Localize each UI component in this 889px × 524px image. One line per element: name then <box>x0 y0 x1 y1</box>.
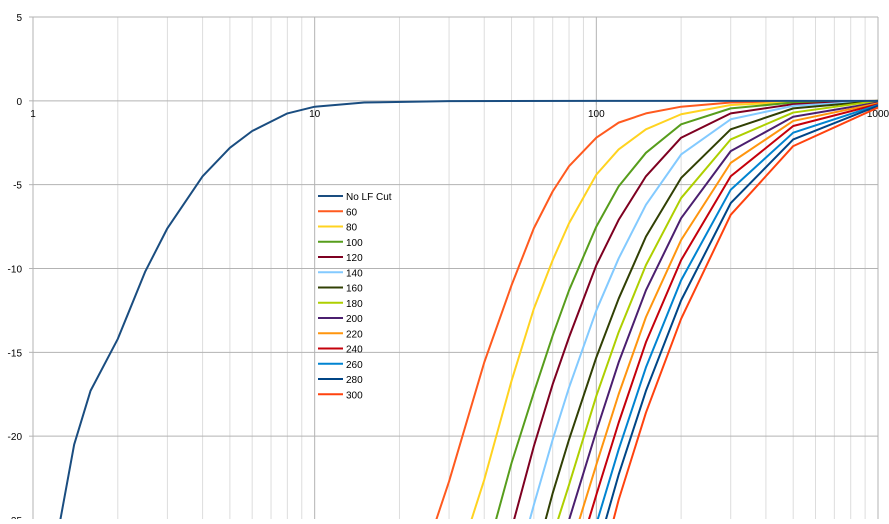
series-line-260 <box>596 104 878 520</box>
legend-label: 200 <box>346 314 363 325</box>
y-tick-label: 0 <box>16 97 22 108</box>
legend-label: 240 <box>346 345 363 356</box>
legend-label: 60 <box>346 207 358 218</box>
legend-label: 120 <box>346 253 363 264</box>
y-tick-label: -5 <box>13 181 22 192</box>
legend-label: 180 <box>346 299 363 310</box>
legend-entry: 240 <box>318 345 363 356</box>
series-line-160 <box>544 99 878 520</box>
legend-entry: 160 <box>318 284 363 295</box>
series-line-80 <box>470 99 878 520</box>
legend-entry: 140 <box>318 268 363 279</box>
legend-entry: 120 <box>318 253 363 264</box>
legend-label: 260 <box>346 360 363 371</box>
x-tick-label: 1 <box>30 109 36 120</box>
series-line-no-lf-cut <box>59 99 878 520</box>
legend-label: 100 <box>346 238 363 249</box>
series-line-300 <box>612 106 878 520</box>
legend-entry: 180 <box>318 299 363 310</box>
legend-label: 140 <box>346 268 363 279</box>
series-line-60 <box>435 99 878 520</box>
legend-entry: 280 <box>318 375 363 386</box>
legend-entry: 80 <box>318 223 358 234</box>
y-tick-label: -15 <box>8 348 23 359</box>
legend-label: 300 <box>346 390 363 401</box>
legend-label: 160 <box>346 284 363 295</box>
series-line-180 <box>556 99 878 520</box>
x-tick-label: 100 <box>588 109 605 120</box>
legend-entry: 200 <box>318 314 363 325</box>
axis-layer: 50-5-10-15-20-251101001000 <box>8 13 889 524</box>
legend-entry: No LF Cut <box>318 192 392 203</box>
series-layer <box>59 99 878 520</box>
series-line-220 <box>578 102 878 520</box>
legend-entry: 60 <box>318 207 358 218</box>
x-tick-label: 10 <box>309 109 321 120</box>
legend: No LF Cut 60 80 100 120 140 160 180 200 220 240 260… <box>318 192 392 401</box>
grid-layer <box>32 16 879 521</box>
legend-label: 220 <box>346 329 363 340</box>
y-tick-label: 5 <box>16 13 22 24</box>
series-line-280 <box>604 104 878 520</box>
legend-label: No LF Cut <box>346 192 392 203</box>
series-line-200 <box>568 101 878 520</box>
series-line-120 <box>513 99 878 520</box>
legend-label: 280 <box>346 375 363 386</box>
x-tick-label: 1000 <box>867 109 889 120</box>
y-tick-label: -10 <box>8 265 23 276</box>
series-line-100 <box>494 99 878 520</box>
legend-entry: 100 <box>318 238 363 249</box>
legend-label: 80 <box>346 223 358 234</box>
series-line-240 <box>587 103 878 520</box>
legend-entry: 220 <box>318 329 363 340</box>
legend-entry: 300 <box>318 390 363 401</box>
y-tick-label: -20 <box>8 432 23 443</box>
legend-entry: 260 <box>318 360 363 371</box>
series-line-140 <box>528 99 878 520</box>
